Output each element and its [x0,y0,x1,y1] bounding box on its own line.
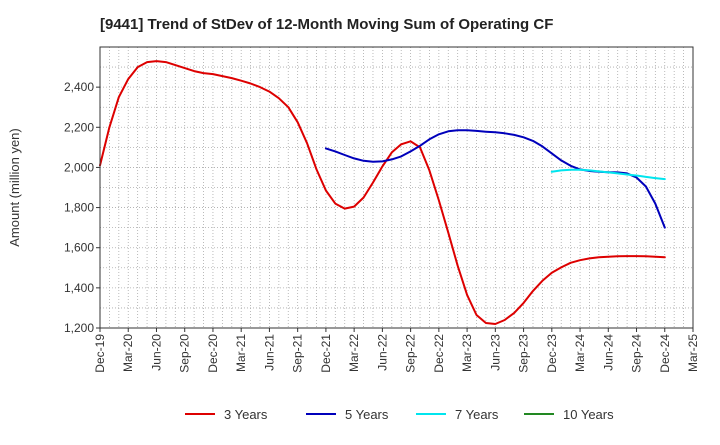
chart-title: [9441] Trend of StDev of 12-Month Moving… [100,16,553,33]
y-tick-label: 2,000 [64,160,94,174]
y-tick-label: 1,800 [64,201,94,215]
x-tick-label: Mar-25 [686,334,700,372]
series-line-3-years [99,60,666,325]
series-lines [99,60,666,325]
x-tick-label: Mar-20 [121,334,135,372]
x-tick-label: Jun-23 [488,334,502,371]
x-tick-label: Sep-20 [178,334,192,373]
y-axis: 1,200 1,400 1,600 1,800 2,000 2,200 2,400 [64,80,100,335]
x-tick-label: Sep-24 [630,334,644,373]
x-tick-label: Mar-22 [347,334,361,372]
y-tick-label: 1,600 [64,241,94,255]
y-tick-label: 2,400 [64,80,94,94]
legend-label-10-years: 10 Years [563,407,614,422]
legend-label-7-years: 7 Years [455,407,499,422]
legend: 3 Years 5 Years 7 Years 10 Years [185,407,614,422]
plot-area [100,47,693,328]
x-tick-label: Dec-20 [206,334,220,373]
x-tick-label: Sep-21 [291,334,305,373]
legend-label-3-years: 3 Years [224,407,268,422]
y-tick-label: 1,200 [64,321,94,335]
x-tick-label: Mar-24 [573,334,587,372]
y-tick-label: 2,200 [64,120,94,134]
x-tick-label: Dec-24 [658,334,672,373]
x-axis: Dec-19 Mar-20 Jun-20 Sep-20 Dec-20 Mar-21 Jun-… [93,328,700,373]
legend-label-5-years: 5 Years [345,407,389,422]
x-tick-label: Dec-21 [319,334,333,373]
series-line-7-years [550,168,666,181]
y-axis-label: Amount (million yen) [7,128,22,247]
x-tick-label: Dec-19 [93,334,107,373]
x-tick-label: Dec-23 [545,334,559,373]
x-tick-label: Jun-24 [601,334,615,371]
x-tick-label: Jun-20 [149,334,163,371]
grid-lines [100,47,693,328]
x-tick-label: Jun-21 [262,334,276,371]
plot-border [99,46,694,329]
y-tick-label: 1,400 [64,281,94,295]
x-tick-label: Sep-22 [404,334,418,373]
x-tick-label: Mar-23 [460,334,474,372]
x-tick-label: Mar-21 [234,334,248,372]
x-tick-label: Jun-22 [375,334,389,371]
x-tick-label: Sep-23 [517,334,531,373]
x-tick-label: Dec-22 [432,334,446,373]
